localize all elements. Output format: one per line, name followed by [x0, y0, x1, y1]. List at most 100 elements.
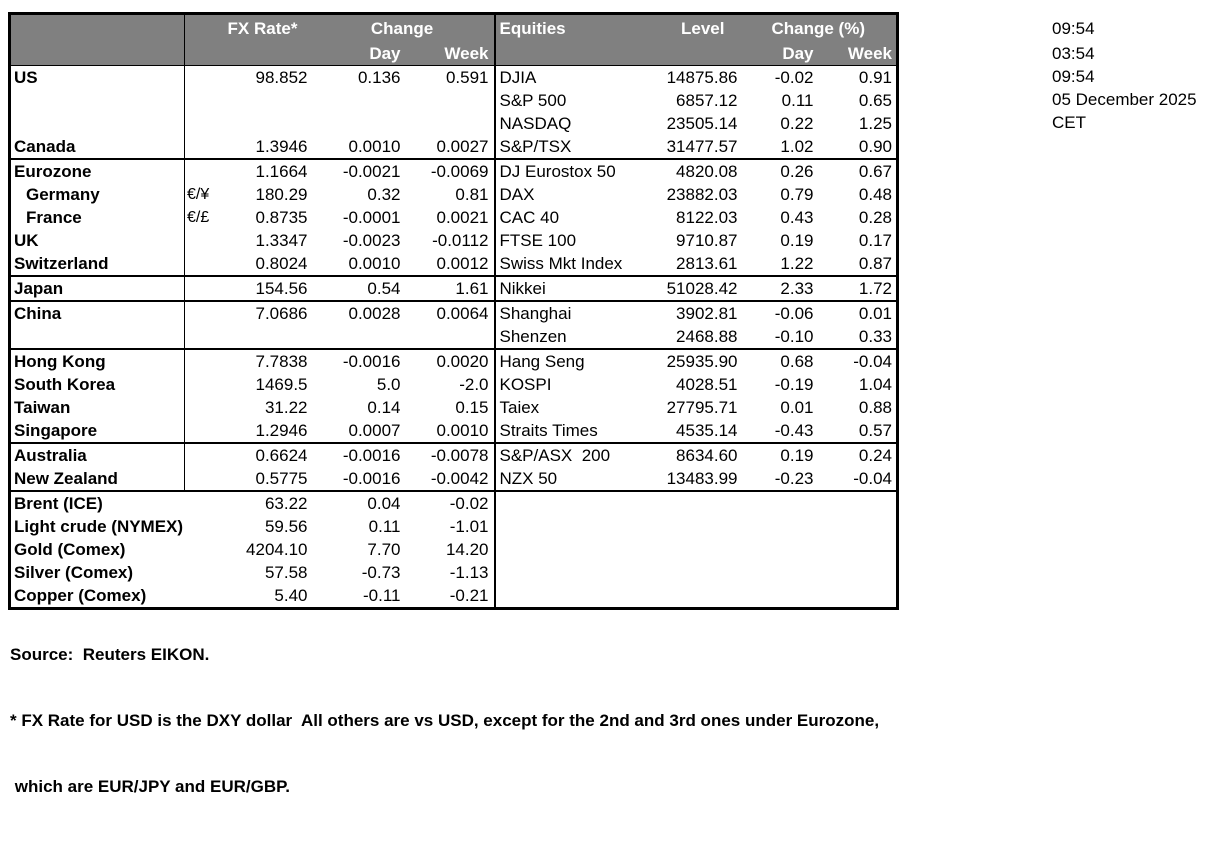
fx-week-cell [405, 112, 495, 135]
table-row: Brent (ICE) 63.22 0.04 -0.02 [9, 490, 898, 515]
table-row: Gold (Comex) 4204.10 7.70 14.20 [10, 538, 898, 561]
fx-change-header: Change [310, 13, 495, 42]
eq-level-cell: 23882.03 [666, 185, 738, 204]
market-data-table: FX Rate* Change Equities Level Change (%… [8, 12, 899, 610]
fx-name-cell: Singapore [9, 419, 185, 443]
fx-pair-cell [184, 275, 215, 301]
fx-week-cell: 14.20 [445, 540, 489, 559]
eq-level-cell: 8122.03 [676, 208, 738, 227]
fx-week-cell: -2.0 [459, 375, 489, 394]
fx-name-cell: Germany [9, 183, 185, 206]
eq-name-cell [493, 490, 641, 515]
eq-name-cell: CAC 40 [493, 206, 641, 229]
fx-rate-subheader-cell [214, 42, 311, 66]
eq-day-cell: 0.01 [780, 398, 814, 417]
fx-week-cell [405, 325, 495, 349]
eq-level-cell: 23505.14 [666, 114, 738, 133]
table-row: South Korea 1469.5 5.0 -2.0 KOSPI 4028.51 -0.1… [9, 373, 898, 396]
fx-name-cell: Hong Kong [9, 348, 185, 373]
fx-rate-cell: 31.22 [264, 398, 308, 417]
eq-name-cell: NASDAQ [493, 112, 641, 135]
table-row: Japan 154.56 0.54 1.61 Nikkei 51028.42 2.33 1.7… [9, 275, 898, 301]
fx-pair-cell [185, 325, 215, 349]
equities-week-header: Week [817, 42, 898, 66]
table-row: Switzerland 0.8024 0.0010 0.0012 Swiss Mkt I… [9, 252, 898, 276]
eq-name-cell: S&P/ASX 200 [493, 442, 641, 467]
fx-name-cell: France [9, 206, 185, 229]
eq-week-cell: -0.04 [853, 469, 892, 488]
eq-week-cell [818, 538, 898, 561]
eq-week-cell: -0.04 [817, 348, 898, 373]
eq-level-cell [641, 515, 741, 538]
fx-rate-cell [215, 112, 311, 135]
fx-day-cell: -0.0016 [310, 442, 405, 467]
fx-day-cell: 5.0 [376, 375, 401, 394]
fx-day-cell: 0.0010 [348, 254, 401, 273]
table-row: Light crude (NYMEX) 59.56 0.11 -1.01 [10, 515, 898, 538]
fx-name-cell: US [9, 65, 185, 89]
eq-level-cell [641, 561, 741, 584]
eq-week-cell: 1.25 [858, 114, 892, 133]
fx-pair-cell [185, 467, 215, 491]
eq-day-cell [741, 538, 818, 561]
fx-week-cell: -0.0112 [432, 231, 489, 250]
table-row: S&P 500 6857.12 0.11 0.65 [9, 89, 898, 112]
eq-day-cell: 0.19 [780, 231, 814, 250]
eq-day-cell: -0.23 [774, 469, 814, 488]
eq-level-cell: 27795.71 [666, 398, 738, 417]
fx-day-cell: -0.0016 [310, 348, 405, 373]
table-row: Canada 1.3946 0.0010 0.0027 S&P/TSX 31477.57 1… [9, 135, 898, 159]
fx-name-cell: New Zealand [9, 467, 185, 491]
eq-day-cell [740, 490, 818, 515]
table-row: UK 1.3347 -0.0023 -0.0112 FTSE 100 9710.87 0.1… [9, 229, 898, 252]
eq-week-cell: 0.01 [817, 300, 898, 325]
fx-week-cell [405, 89, 495, 112]
market-report-page: FX Rate* Change Equities Level Change (%… [8, 12, 1197, 796]
eq-day-cell: 1.02 [780, 137, 814, 156]
fx-name-cell [9, 89, 185, 112]
fx-pair-cell [185, 419, 215, 443]
table-row: Singapore 1.2946 0.0007 0.0010 Straits Times… [9, 419, 898, 443]
eq-level-cell: 6857.12 [676, 91, 738, 110]
eq-name-cell: Shanghai [493, 300, 641, 325]
fx-week-cell: 0.0010 [436, 421, 489, 440]
fx-rate-cell: 57.58 [264, 563, 308, 582]
fx-name-cell: Switzerland [9, 252, 185, 276]
eq-name-cell: DJ Eurostox 50 [493, 158, 641, 183]
equities-subheader-cell [493, 42, 641, 66]
fx-rate-header: FX Rate* [214, 13, 311, 42]
eq-name-cell [493, 538, 641, 561]
eq-name-cell: S&P/TSX [493, 135, 641, 159]
eq-name-cell: NZX 50 [493, 467, 641, 491]
fx-name-cell: China [9, 300, 185, 325]
eq-week-cell: 0.91 [858, 68, 892, 87]
eq-day-cell: -0.06 [740, 300, 818, 325]
eq-level-cell: 2813.61 [676, 254, 738, 273]
fx-day-cell: 0.14 [367, 398, 401, 417]
eq-week-cell: 0.87 [858, 254, 892, 273]
eq-level-cell [641, 538, 741, 561]
fx-day-cell: 0.54 [310, 275, 405, 301]
eq-week-cell: 0.24 [817, 442, 898, 467]
eq-week-cell: 1.72 [817, 275, 898, 301]
table-row: Shenzen 2468.88 -0.10 0.33 [9, 325, 898, 349]
eq-name-cell: FTSE 100 [493, 229, 641, 252]
fx-name-cell: Eurozone [9, 158, 185, 183]
eq-day-cell: 0.79 [780, 185, 814, 204]
table-row: NASDAQ 23505.14 0.22 1.25 [9, 112, 898, 135]
eq-level-cell: 4820.08 [640, 158, 741, 183]
eq-day-cell: 0.68 [740, 348, 818, 373]
fx-day-cell [311, 89, 405, 112]
fx-rate-cell: 0.5775 [255, 469, 308, 488]
fx-name-cell: Canada [9, 135, 185, 159]
table-row: Copper (Comex) 5.40 -0.11 -0.21 [10, 584, 898, 609]
fx-pair-cell: €/£ [187, 209, 210, 226]
fx-pair-cell: €/¥ [187, 186, 210, 203]
eq-level-cell [640, 490, 741, 515]
fx-pair-cell [185, 112, 215, 135]
fx-rate-cell: 4204.10 [246, 540, 308, 559]
eq-level-cell: 8634.60 [640, 442, 741, 467]
fx-week-cell: 0.0021 [436, 208, 489, 227]
eq-name-cell: Nikkei [493, 275, 641, 301]
fx-week-header: Week [404, 42, 495, 66]
